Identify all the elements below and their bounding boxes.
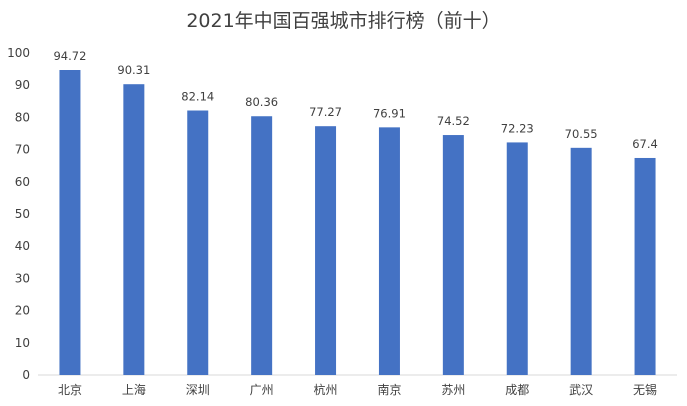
data-label: 77.27 [309, 105, 342, 119]
x-tick-label: 上海 [122, 382, 146, 397]
x-tick-label: 成都 [505, 383, 529, 397]
bar-9 [634, 157, 656, 375]
bar-2 [187, 110, 209, 375]
y-tick-label: 60 [15, 175, 30, 189]
data-label: 76.91 [373, 106, 406, 120]
data-label: 94.72 [53, 49, 86, 63]
y-tick-label: 10 [15, 336, 30, 350]
chart-title: 2021年中国百强城市排行榜（前十） [186, 10, 501, 32]
data-label: 90.31 [117, 63, 150, 77]
x-tick-label: 深圳 [186, 383, 210, 397]
bar-4 [315, 126, 337, 375]
y-tick-label: 80 [15, 110, 30, 124]
y-tick-label: 100 [7, 46, 30, 60]
y-tick-label: 20 [15, 304, 30, 318]
y-tick-label: 30 [15, 271, 30, 285]
bar-5 [378, 127, 400, 376]
y-tick-label: 50 [15, 207, 30, 221]
x-tick-label: 苏州 [441, 383, 465, 397]
y-tick-label: 40 [15, 239, 30, 253]
x-tick-label: 无锡 [633, 382, 657, 397]
bar-1 [123, 84, 145, 376]
data-label: 74.52 [437, 114, 470, 128]
bar-8 [570, 147, 592, 375]
bar-3 [251, 116, 273, 376]
data-label: 82.14 [181, 90, 214, 104]
data-label: 67.4 [632, 137, 658, 151]
data-label: 70.55 [565, 127, 598, 141]
bar-6 [442, 135, 464, 375]
x-tick-label: 杭州 [314, 382, 338, 397]
x-tick-label: 北京 [58, 383, 82, 397]
data-label: 80.36 [245, 95, 278, 109]
y-tick-label: 70 [15, 143, 30, 157]
x-tick-label: 南京 [377, 382, 401, 397]
bar-0 [59, 70, 81, 376]
x-tick-label: 广州 [250, 383, 274, 397]
y-tick-label: 0 [22, 368, 30, 382]
y-tick-label: 90 [15, 78, 30, 92]
x-tick-label: 武汉 [569, 383, 593, 397]
data-label: 72.23 [501, 121, 534, 135]
bar-7 [506, 142, 528, 375]
